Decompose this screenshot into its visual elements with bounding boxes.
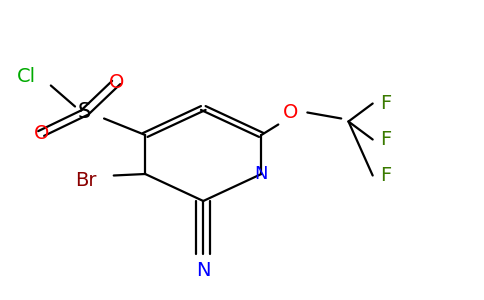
Text: O: O — [33, 124, 49, 143]
Text: N: N — [255, 165, 268, 183]
Text: S: S — [78, 103, 91, 122]
Text: F: F — [380, 166, 391, 185]
Text: N: N — [196, 260, 211, 280]
Text: F: F — [380, 130, 391, 149]
Text: F: F — [380, 94, 391, 113]
Text: Br: Br — [76, 170, 97, 190]
Text: O: O — [108, 73, 124, 92]
Text: O: O — [283, 103, 298, 122]
Text: Cl: Cl — [17, 67, 36, 86]
